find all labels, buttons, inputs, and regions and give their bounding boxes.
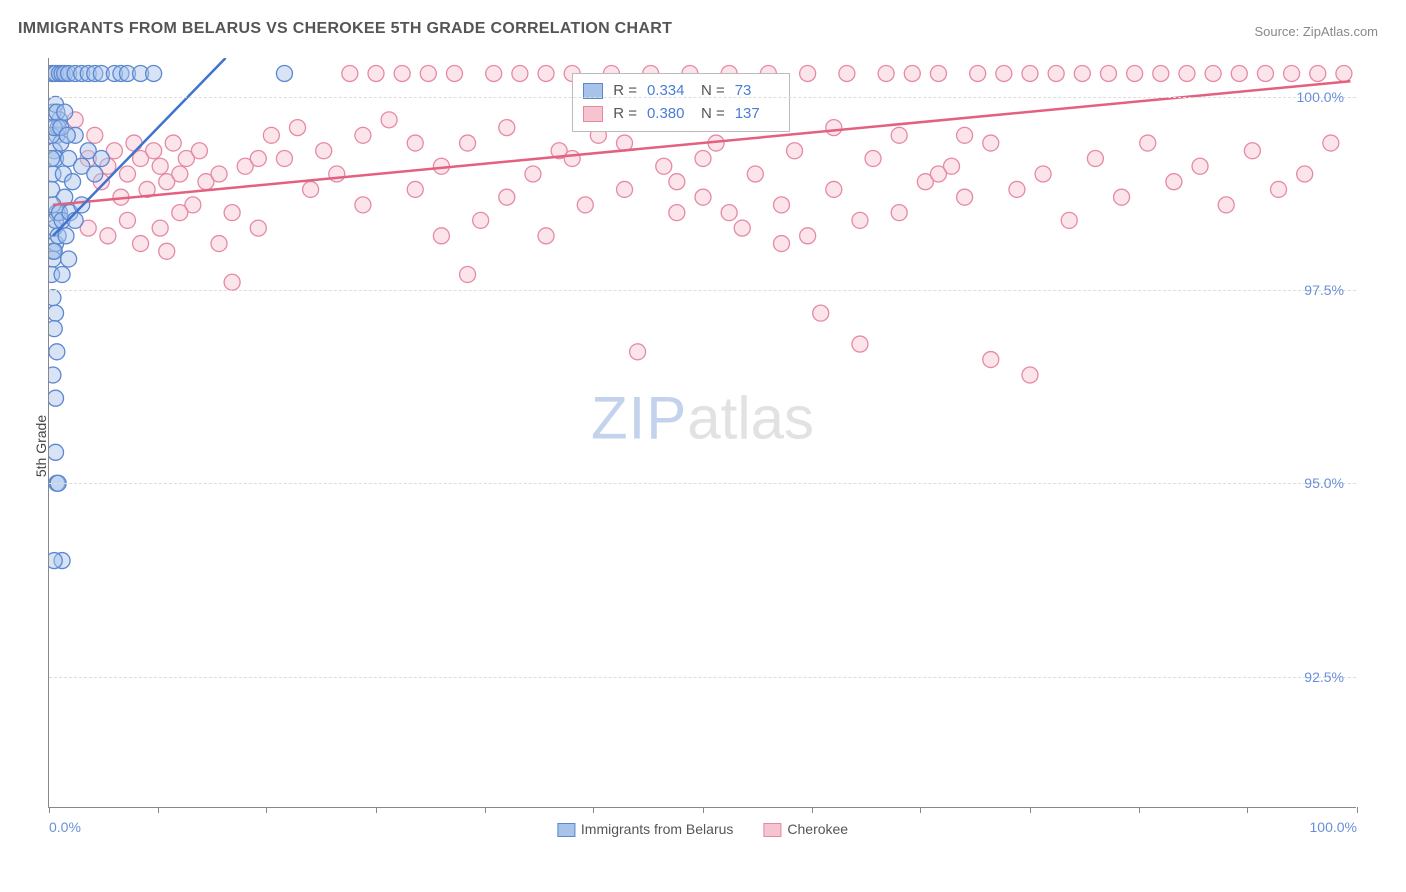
plot-area: ZIPatlas R = 0.334 N = 73 R = 0.380 N = … bbox=[48, 58, 1356, 808]
n-value-belarus: 73 bbox=[735, 80, 779, 103]
legend-label-belarus: Immigrants from Belarus bbox=[581, 821, 733, 837]
x-tick bbox=[485, 807, 486, 813]
x-tick bbox=[920, 807, 921, 813]
x-tick bbox=[158, 807, 159, 813]
x-tick-label: 0.0% bbox=[49, 819, 81, 835]
n-label: N = bbox=[701, 80, 725, 103]
legend-label-cherokee: Cherokee bbox=[787, 821, 848, 837]
x-tick bbox=[703, 807, 704, 813]
chart-title: IMMIGRANTS FROM BELARUS VS CHEROKEE 5TH … bbox=[18, 20, 672, 38]
gridline bbox=[49, 97, 1356, 98]
x-tick bbox=[1247, 807, 1248, 813]
gridline bbox=[49, 483, 1356, 484]
scatter-svg bbox=[49, 58, 1357, 808]
stats-legend: R = 0.334 N = 73 R = 0.380 N = 137 bbox=[572, 73, 790, 132]
legend-item-cherokee: Cherokee bbox=[763, 821, 848, 837]
x-tick bbox=[1030, 807, 1031, 813]
legend-item-belarus: Immigrants from Belarus bbox=[557, 821, 733, 837]
swatch-cherokee bbox=[763, 823, 781, 837]
n-label: N = bbox=[701, 103, 725, 126]
y-tick-label: 92.5% bbox=[1304, 669, 1344, 685]
x-tick bbox=[376, 807, 377, 813]
r-value-cherokee: 0.380 bbox=[647, 103, 691, 126]
stats-row-belarus: R = 0.334 N = 73 bbox=[583, 80, 779, 103]
y-tick-label: 97.5% bbox=[1304, 282, 1344, 298]
r-value-belarus: 0.334 bbox=[647, 80, 691, 103]
x-tick bbox=[593, 807, 594, 813]
swatch-cherokee bbox=[583, 106, 603, 122]
y-tick-label: 95.0% bbox=[1304, 475, 1344, 491]
r-label: R = bbox=[613, 103, 637, 126]
bottom-legend: Immigrants from Belarus Cherokee bbox=[557, 821, 848, 837]
x-tick bbox=[1357, 807, 1358, 813]
x-tick-label: 100.0% bbox=[1310, 819, 1357, 835]
x-tick bbox=[812, 807, 813, 813]
swatch-belarus bbox=[557, 823, 575, 837]
gridline bbox=[49, 290, 1356, 291]
gridline bbox=[49, 677, 1356, 678]
r-label: R = bbox=[613, 80, 637, 103]
x-tick bbox=[1139, 807, 1140, 813]
y-tick-label: 100.0% bbox=[1297, 89, 1344, 105]
x-tick bbox=[49, 807, 50, 813]
source-label: Source: ZipAtlas.com bbox=[1254, 24, 1378, 39]
n-value-cherokee: 137 bbox=[735, 103, 779, 126]
y-axis-label: 5th Grade bbox=[33, 415, 49, 477]
stats-row-cherokee: R = 0.380 N = 137 bbox=[583, 103, 779, 126]
x-tick bbox=[266, 807, 267, 813]
